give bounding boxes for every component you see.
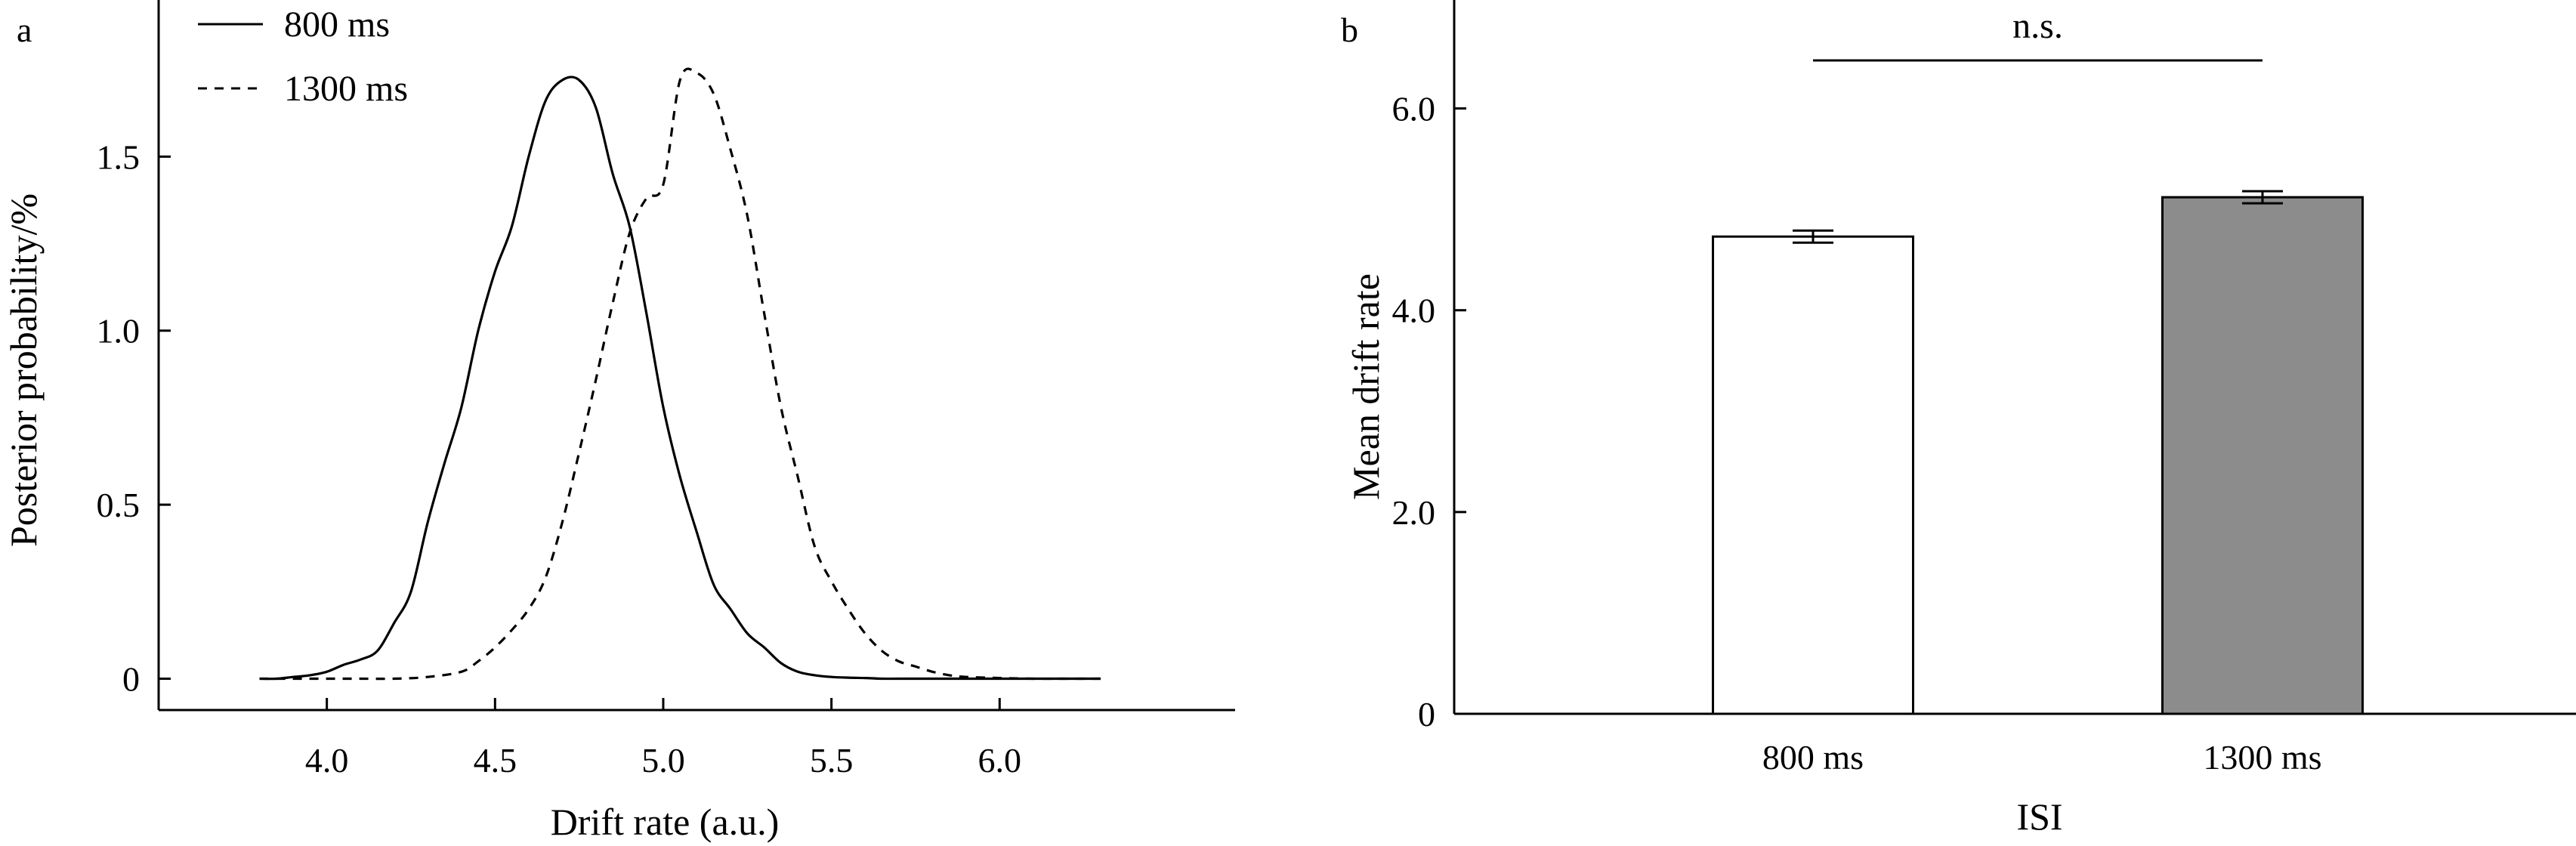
panel-a-x-tick-label: 5.5	[810, 741, 854, 780]
panel-b-y-tick-label: 6.0	[1392, 90, 1436, 128]
panel-a-line-chart: a 4.0 4.5 5.0 5.5 6.0 0 0.5 1.0 1.5 Drift rate …	[2, 0, 1235, 843]
panel-b-label: b	[1341, 11, 1358, 49]
panel-a-y-axis-title: Posterior probability/%	[2, 193, 45, 547]
panel-a-label: a	[17, 11, 32, 49]
panel-a-legend: 800 ms 1300 ms	[198, 5, 408, 109]
panel-a-y-tick-label: 0	[122, 660, 140, 699]
legend-label-800ms: 800 ms	[284, 5, 390, 45]
panel-a-x-tick-label: 4.5	[474, 741, 517, 780]
panel-a-series-lines	[260, 69, 1101, 679]
panel-b-y-tick-label: 2.0	[1392, 493, 1436, 532]
panel-a-x-tick-label: 6.0	[978, 741, 1022, 780]
panel-b-y-tick-label: 0	[1418, 695, 1435, 733]
panel-b-category-label: 1300 ms	[2203, 738, 2321, 777]
panel-a-y-tick-label: 0.5	[97, 486, 141, 524]
legend-label-1300ms: 1300 ms	[284, 69, 408, 109]
panel-b-x-axis-title: ISI	[2016, 795, 2062, 838]
panel-b-y-axis-title: Mean drift rate	[1345, 273, 1387, 500]
panel-a-x-tick-label: 5.0	[641, 741, 685, 780]
panel-a-x-tick-label: 4.0	[305, 741, 349, 780]
panel-b-bars	[1713, 191, 2363, 714]
panel-b-bar-chart: b 0 2.0 4.0 6.0 800 ms 1300 ms n.s. ISI Mean…	[1341, 0, 2576, 838]
significance-label: n.s.	[2012, 6, 2063, 46]
panel-a-y-tick-label: 1.5	[97, 137, 141, 176]
panel-b-category-label: 800 ms	[1762, 738, 1864, 777]
series-line-1300ms	[260, 69, 1101, 679]
bar-1300ms	[2163, 197, 2363, 714]
bar-800ms	[1713, 236, 1913, 714]
panel-b-x-tick-labels: 800 ms 1300 ms	[1762, 738, 2322, 777]
panel-b-y-tick-label: 4.0	[1392, 292, 1436, 330]
panel-a-x-axis-title: Drift rate (a.u.)	[551, 801, 780, 843]
series-line-800ms	[260, 77, 1101, 679]
panel-a-y-tick-label: 1.0	[97, 312, 141, 350]
